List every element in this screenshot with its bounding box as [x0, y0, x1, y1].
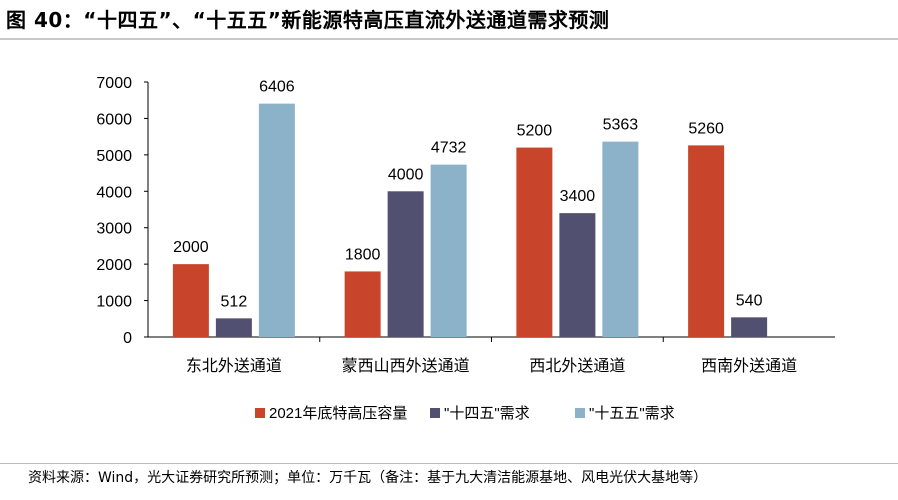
y-tick-label: 5000 [96, 148, 132, 165]
bar [215, 318, 252, 337]
title-divider [0, 38, 898, 40]
bar [258, 103, 295, 337]
source-note: 资料来源：Wind，光大证券研究所预测；单位：万千瓦（备注：基于九大清洁能源基地… [28, 470, 708, 486]
data-label: 3400 [560, 188, 596, 205]
figure-title: 图 40：“十四五”、“十五五”新能源特高压直流外送通道需求预测 [6, 8, 610, 32]
data-label: 5363 [603, 117, 639, 134]
data-label: 512 [221, 293, 248, 310]
data-label: 1800 [345, 246, 381, 263]
data-label: 540 [736, 292, 763, 309]
footer-divider [0, 463, 898, 464]
legend-swatch [575, 408, 585, 418]
bar [430, 164, 467, 337]
x-category-label: 西南外送通道 [701, 357, 797, 375]
chart-area: 0 1000 2000 3000 4000 5000 6000 7000 东北外送通道 2000 5… [0, 40, 898, 460]
legend-swatch [430, 408, 440, 418]
bar-chart: 0 1000 2000 3000 4000 5000 6000 7000 东北外送通道 2000 5… [96, 75, 835, 422]
x-category-label: 东北外送通道 [186, 357, 282, 375]
bar [731, 317, 768, 337]
y-tick-label: 7000 [96, 75, 132, 92]
bar [602, 141, 639, 337]
data-label: 2000 [173, 239, 209, 256]
data-label: 5260 [688, 120, 724, 137]
legend-label: "十四五"需求 [444, 405, 530, 422]
x-category-label: 西北外送通道 [529, 357, 625, 375]
y-tick-label: 0 [123, 330, 132, 347]
x-category-label: 蒙西山西外送通道 [342, 357, 470, 375]
y-tick-label: 2000 [96, 257, 132, 274]
legend-label: "十五五"需求 [589, 405, 675, 422]
y-tick-label: 6000 [96, 111, 132, 128]
data-label: 6406 [259, 79, 295, 96]
bar [516, 147, 553, 337]
y-tick-label: 1000 [96, 294, 132, 311]
bar [172, 264, 209, 337]
data-label: 5200 [517, 123, 553, 140]
legend-label: 2021年底特高压容量 [269, 405, 407, 422]
bar [344, 271, 381, 337]
y-tick-label: 4000 [96, 184, 132, 201]
legend-swatch [255, 408, 265, 418]
data-label: 4000 [388, 166, 424, 183]
bar [688, 145, 725, 337]
data-label: 4732 [431, 140, 467, 157]
bar [559, 213, 596, 337]
y-tick-label: 3000 [96, 221, 132, 238]
bar [387, 191, 424, 337]
